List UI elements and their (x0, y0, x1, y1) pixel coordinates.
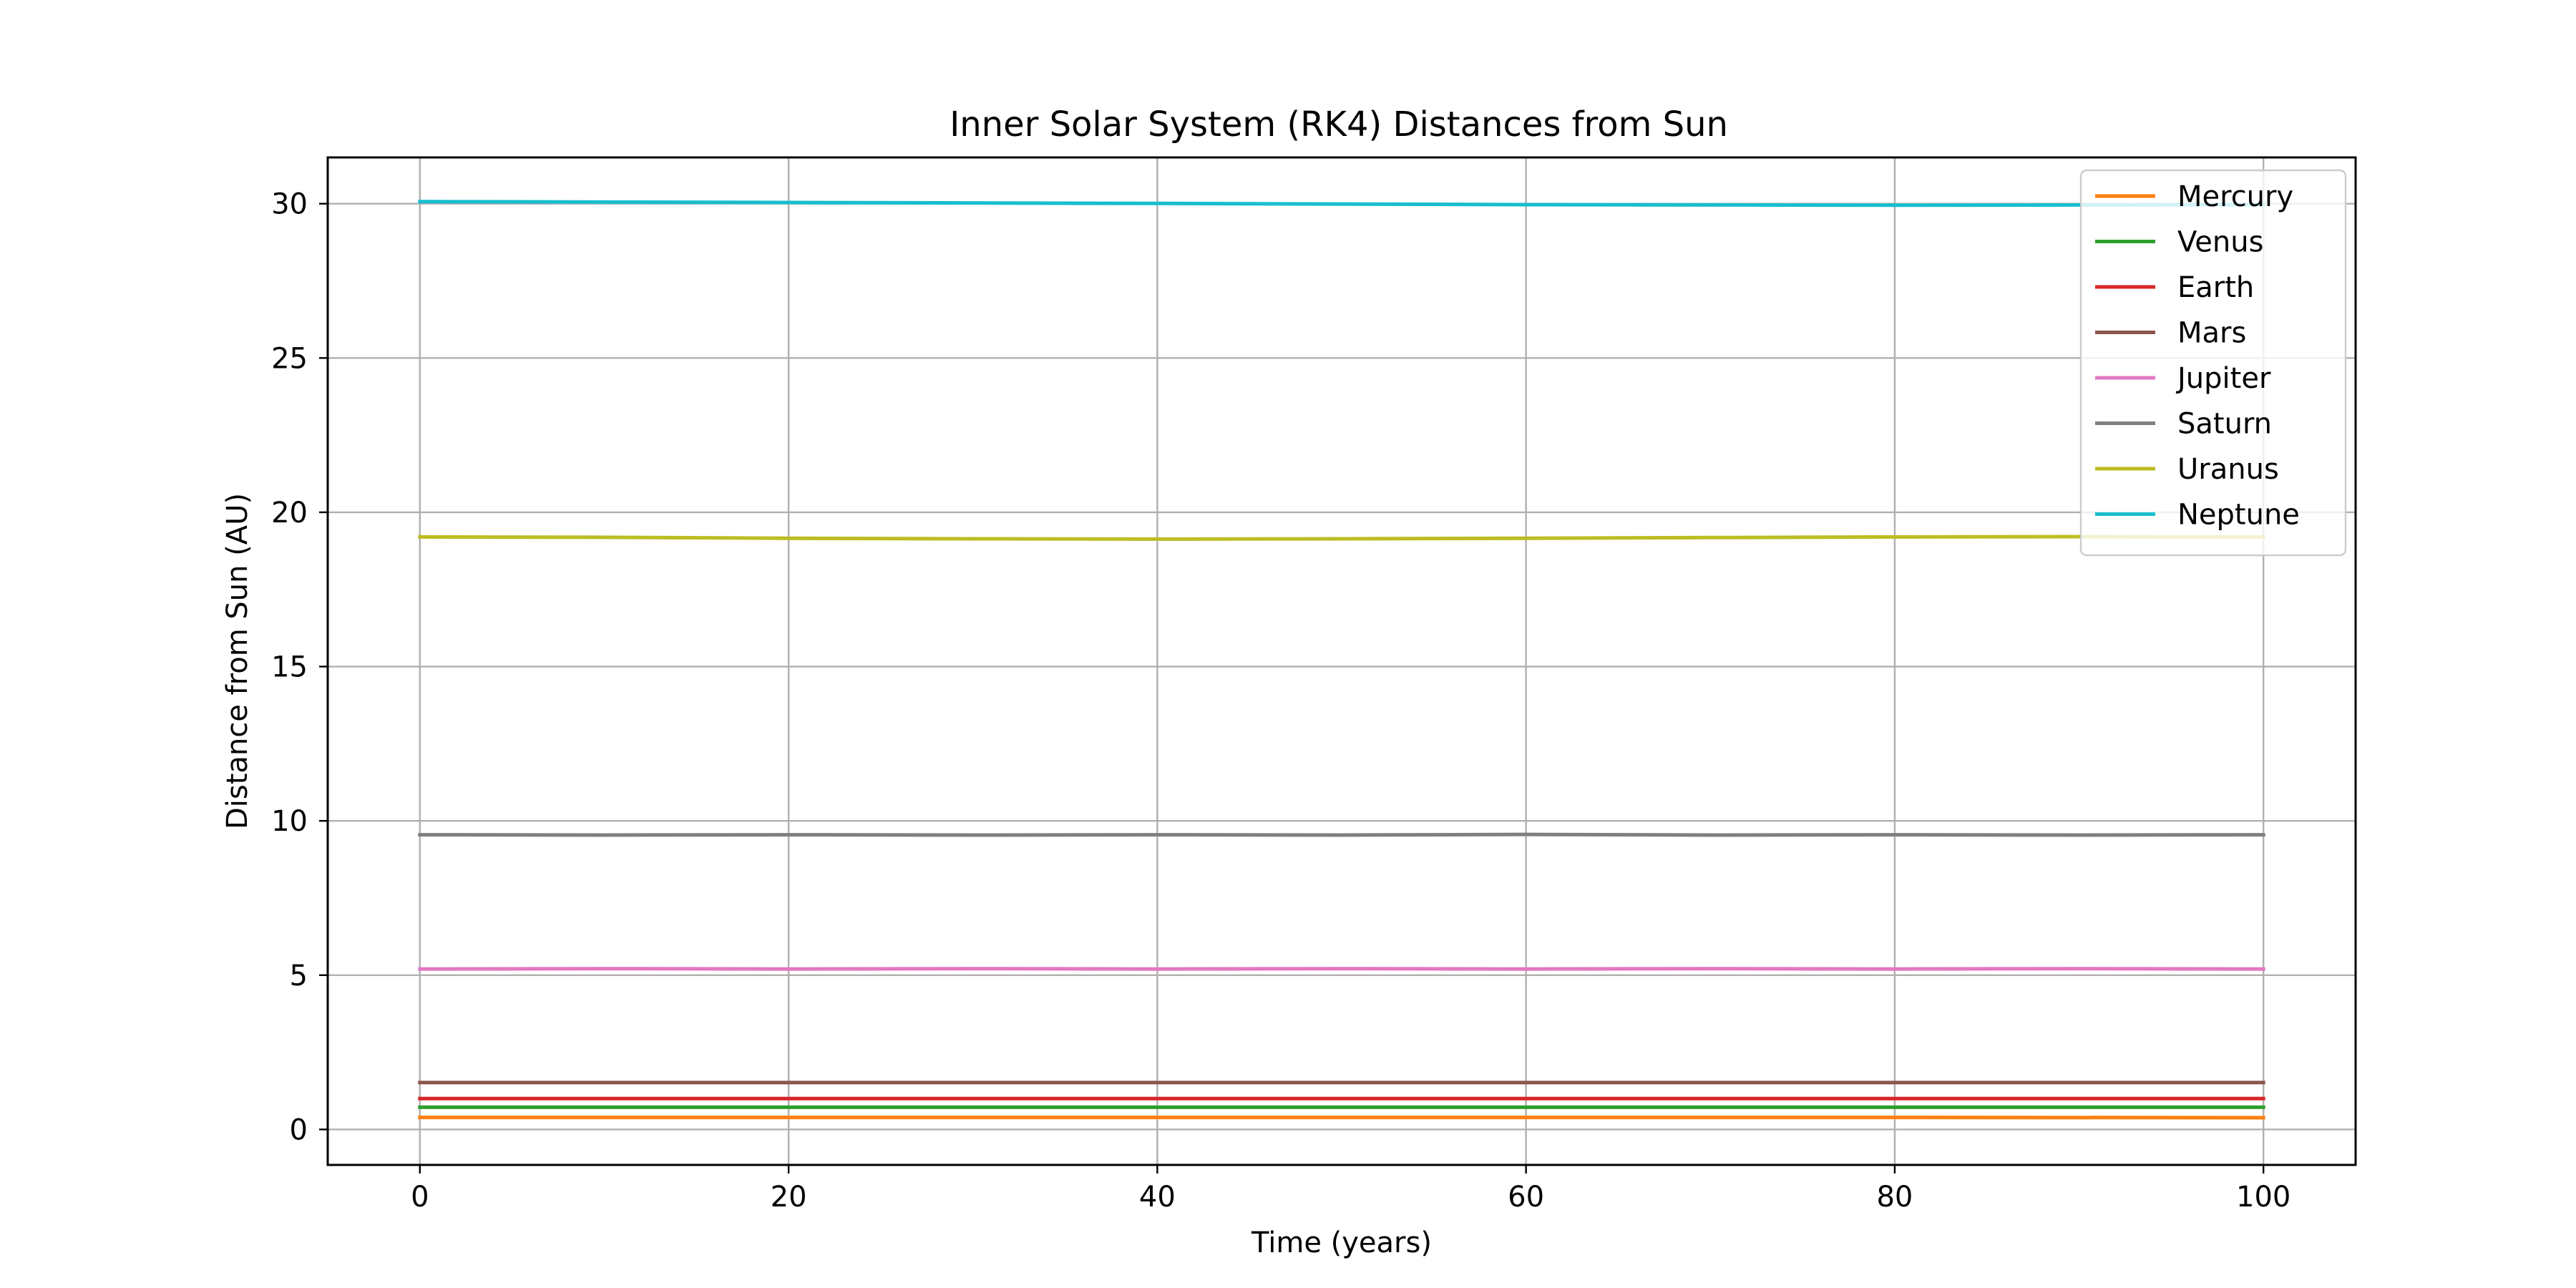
series-line-neptune (418, 200, 2265, 208)
chart-title: Inner Solar System (RK4) Distances from … (950, 104, 1728, 145)
legend-label-earth: Earth (2177, 271, 2254, 304)
legend-label-mars: Mars (2177, 317, 2246, 350)
grid (328, 157, 2356, 1165)
series-line-jupiter (418, 967, 2265, 971)
y-tick-label: 10 (271, 805, 308, 838)
series-line-saturn (418, 832, 2265, 837)
plot-frame (326, 156, 2357, 1166)
y-axis: 0 5 10 15 20 25 30 (271, 188, 328, 1146)
legend-label-jupiter: Jupiter (2175, 362, 2271, 395)
x-axis: 0 20 40 60 80 100 (411, 1165, 2290, 1214)
legend-label-neptune: Neptune (2177, 499, 2300, 532)
x-tick-label: 20 (771, 1181, 807, 1214)
plot-series (418, 200, 2265, 1120)
legend-label-venus: Venus (2177, 226, 2263, 259)
x-tick-label: 60 (1508, 1181, 1544, 1214)
legend-label-mercury: Mercury (2177, 180, 2293, 213)
x-axis-label: Time (years) (1251, 1226, 1432, 1259)
series-line-uranus (418, 535, 2265, 541)
legend-box (2079, 169, 2347, 557)
x-tick-label: 40 (1139, 1181, 1176, 1214)
legend-label-saturn: Saturn (2177, 408, 2272, 441)
legend: Mercury Venus Earth Mars Jupiter Saturn Uranus… (2079, 169, 2347, 557)
y-tick-label: 15 (271, 651, 308, 684)
x-tick-label: 0 (411, 1181, 429, 1214)
x-tick-label: 80 (1876, 1181, 1913, 1214)
y-tick-label: 30 (271, 188, 308, 221)
y-axis-label: Distance from Sun (AU) (221, 493, 254, 829)
x-tick-label: 100 (2236, 1181, 2290, 1214)
y-tick-label: 20 (271, 497, 308, 530)
y-tick-label: 0 (290, 1113, 308, 1146)
y-tick-label: 5 (290, 960, 308, 992)
legend-label-uranus: Uranus (2177, 453, 2279, 486)
y-tick-label: 25 (271, 342, 308, 375)
